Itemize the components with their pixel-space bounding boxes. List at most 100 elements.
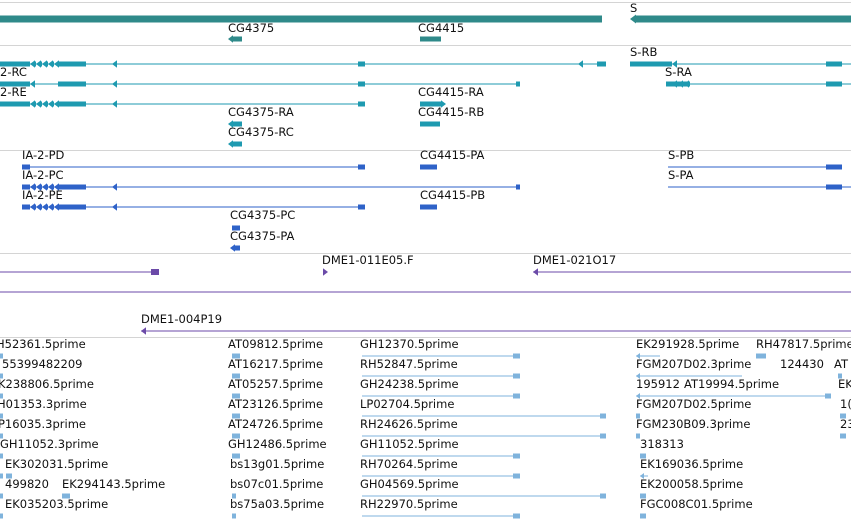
clones-label[interactable]: DME1-021O17 xyxy=(533,253,617,267)
transcript-S-RA-strand-arrow[interactable] xyxy=(678,80,683,88)
proteins-label[interactable]: IA-2-PE xyxy=(22,188,63,202)
ests-label[interactable]: LP02704.5prime xyxy=(360,397,455,411)
protein-IA-2-PC-exon[interactable] xyxy=(516,184,520,190)
proteins-label[interactable]: IA-2-PC xyxy=(22,168,64,182)
transcript-CG4375-RC-exon[interactable] xyxy=(232,141,242,147)
transcript-2-RA-exon[interactable] xyxy=(0,81,30,87)
ests-label[interactable]: AT23126.5prime xyxy=(228,397,324,411)
transcript-2-RA-exon[interactable] xyxy=(58,81,86,87)
est-feature[interactable] xyxy=(0,433,3,439)
ests-label[interactable]: bs13g01.5prime xyxy=(230,457,325,471)
est-feature[interactable] xyxy=(0,413,3,419)
est-block[interactable] xyxy=(513,453,520,459)
est-feature[interactable] xyxy=(0,453,3,459)
protein-IA-2-PC-strand-arrow[interactable] xyxy=(112,183,117,191)
transcripts-label[interactable]: 2-RE xyxy=(0,85,27,99)
transcript-2-RA-strand-arrow[interactable] xyxy=(112,80,117,88)
ests-label[interactable]: EK035203.5prime xyxy=(5,497,109,511)
clone-DME1-011E05.F[interactable] xyxy=(323,268,328,276)
ests-label[interactable]: GH12370.5prime xyxy=(360,337,459,351)
transcript-2-RE-exon[interactable] xyxy=(358,101,365,107)
transcript-S-RB-exon[interactable] xyxy=(630,61,672,67)
ests-label[interactable]: FGC008C01.5prime xyxy=(640,497,753,511)
transcript-2-RC-exon[interactable] xyxy=(0,61,30,67)
est-feature[interactable] xyxy=(0,393,3,399)
est-block[interactable] xyxy=(513,373,520,379)
transcript-CG4415-RB-exon[interactable] xyxy=(420,121,440,127)
transcript-CG4375-RA-exon[interactable] xyxy=(232,121,242,127)
transcript-2-RC-strand-arrow[interactable] xyxy=(36,60,41,68)
transcript-2-RC-strand-arrow[interactable] xyxy=(112,60,117,68)
transcript-2-RE-strand-arrow[interactable] xyxy=(36,100,41,108)
gene-feature-S[interactable] xyxy=(635,15,851,23)
est-feature-arrow[interactable] xyxy=(640,473,644,479)
protein-S-PA-exon[interactable] xyxy=(826,184,842,190)
est-block[interactable] xyxy=(640,493,646,499)
transcript-S-RB-strand-arrow[interactable] xyxy=(672,60,677,68)
protein-IA-2-PC-strand-arrow[interactable] xyxy=(30,183,35,191)
ests-label[interactable]: 318313 xyxy=(640,437,684,451)
protein-CG4375-PC-exon[interactable] xyxy=(232,225,240,231)
est-block[interactable] xyxy=(600,413,606,419)
protein-CG4415-PB-exon[interactable] xyxy=(420,204,437,210)
ests-label[interactable]: bs07c01.5prime xyxy=(230,477,324,491)
est-feature[interactable] xyxy=(232,433,240,439)
ests-label[interactable]: AT09812.5prime xyxy=(228,337,324,351)
transcript-2-RC-exon[interactable] xyxy=(597,61,606,67)
ests-label[interactable]: 55399482209 xyxy=(2,357,83,371)
gene-label[interactable]: CG4415 xyxy=(418,21,465,35)
ests-label[interactable]: RH22970.5prime xyxy=(360,497,458,511)
ests-label[interactable]: RH52847.5prime xyxy=(360,357,458,371)
protein-IA-2-PC-exon[interactable] xyxy=(58,184,86,190)
transcripts-label[interactable]: CG4375-RA xyxy=(228,105,294,119)
ests-label[interactable]: 23 xyxy=(840,417,851,431)
protein-IA-2-PD-exon[interactable] xyxy=(358,164,365,170)
ests-label[interactable]: EK294143.5prime xyxy=(62,477,166,491)
est-block[interactable] xyxy=(636,433,640,439)
est-feature[interactable] xyxy=(0,353,3,359)
protein-IA-2-PE-strand-arrow[interactable] xyxy=(36,203,41,211)
gene-feature-CG4415[interactable] xyxy=(420,36,441,42)
est-feature[interactable] xyxy=(0,373,3,379)
transcript-2-RC-strand-arrow[interactable] xyxy=(30,60,35,68)
ests-label[interactable]: GH11052.5prime xyxy=(360,437,459,451)
gene-label[interactable]: S xyxy=(630,1,638,15)
protein-CG4375-PA-strand-arrow[interactable] xyxy=(230,244,235,252)
protein-IA-2-PE-exon[interactable] xyxy=(358,204,365,210)
protein-CG4375-PA-exon[interactable] xyxy=(234,245,240,251)
transcript-2-RA-strand-arrow[interactable] xyxy=(30,80,35,88)
clone-DME1-004P19-arrow[interactable] xyxy=(141,327,146,335)
transcripts-label[interactable]: CG4415-RA xyxy=(418,85,484,99)
transcript-2-RE-strand-arrow[interactable] xyxy=(30,100,35,108)
transcript-CG4375-RA-strand-arrow[interactable] xyxy=(228,120,233,128)
transcript-2-RC-exon[interactable] xyxy=(358,61,365,67)
protein-IA-2-PC-strand-arrow[interactable] xyxy=(48,183,53,191)
ests-label[interactable]: H01353.3prime xyxy=(0,397,87,411)
est-feature-arrow[interactable] xyxy=(636,353,640,359)
ests-label[interactable]: EK xyxy=(838,377,851,391)
est-feature[interactable] xyxy=(0,513,3,519)
protein-IA-2-PE-exon[interactable] xyxy=(22,204,30,210)
est-block[interactable] xyxy=(513,393,520,399)
clones-label[interactable]: DME1-004P19 xyxy=(141,312,223,326)
ests-label[interactable]: AT xyxy=(834,357,848,371)
est-feature[interactable] xyxy=(232,493,236,499)
est-block[interactable] xyxy=(62,493,70,499)
proteins-label[interactable]: CG4415-PA xyxy=(420,148,485,162)
clones-label[interactable]: DME1-011E05.F xyxy=(322,253,414,267)
transcript-2-RA-exon[interactable] xyxy=(358,81,365,87)
est-feature-arrow[interactable] xyxy=(636,373,640,379)
est-block[interactable] xyxy=(838,373,842,379)
ests-label[interactable]: RH70264.5prime xyxy=(360,457,458,471)
transcript-2-RC-strand-arrow[interactable] xyxy=(42,60,47,68)
ests-label[interactable]: EK302031.5prime xyxy=(5,457,109,471)
proteins-label[interactable]: CG4375-PA xyxy=(230,229,295,243)
ests-label[interactable]: GH04569.5prime xyxy=(360,477,459,491)
ests-label[interactable]: GH12486.5prime xyxy=(228,437,327,451)
est-block[interactable] xyxy=(640,513,646,519)
est-block[interactable] xyxy=(513,513,520,519)
est-feature[interactable] xyxy=(0,493,3,499)
protein-IA-2-PC-strand-arrow[interactable] xyxy=(54,183,59,191)
protein-IA-2-PC-strand-arrow[interactable] xyxy=(36,183,41,191)
transcript-CG4415-RA-exon[interactable] xyxy=(420,101,441,107)
